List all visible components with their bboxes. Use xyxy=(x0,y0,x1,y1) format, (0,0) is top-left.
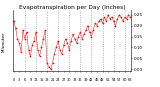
Title: Evapotranspiration per Day (Inches): Evapotranspiration per Day (Inches) xyxy=(19,5,125,10)
Text: Milwaukee: Milwaukee xyxy=(2,31,6,52)
